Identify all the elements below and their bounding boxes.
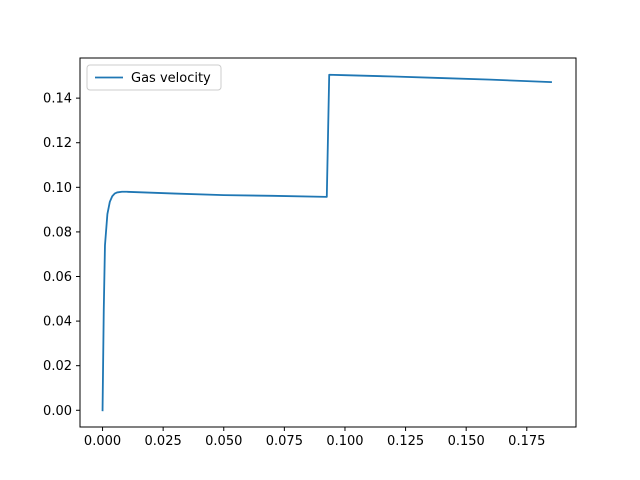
x-tick-label: 0.000 [84,434,121,449]
legend-box [86,64,222,91]
axes: 0.000 0.025 0.050 0.075 0.100 0.125 0.150 0.175… [43,57,577,449]
x-tick-label: 0.150 [448,434,485,449]
y-tick-label: 0.00 [43,404,72,419]
plot-area [101,73,552,412]
x-tick-label: 0.075 [266,434,303,449]
y-tick-label: 0.12 [43,136,72,151]
x-tick-label: 0.050 [205,434,242,449]
y-tick-label: 0.02 [43,359,72,374]
y-tick-label: 0.10 [43,181,72,196]
y-tick-label: 0.14 [43,92,72,107]
y-tick-label: 0.08 [43,225,72,240]
x-tick-label: 0.175 [508,434,545,449]
legend-label: Gas velocity [131,71,211,86]
legend: Gas velocity [86,64,222,91]
x-tick-label: 0.100 [326,434,363,449]
x-tick-label: 0.125 [387,434,424,449]
series-line-0 [101,73,552,412]
x-tick-label: 0.025 [145,434,182,449]
y-tick-label: 0.06 [43,270,72,285]
y-tick-label: 0.04 [43,315,72,330]
axes-frame [79,57,577,428]
